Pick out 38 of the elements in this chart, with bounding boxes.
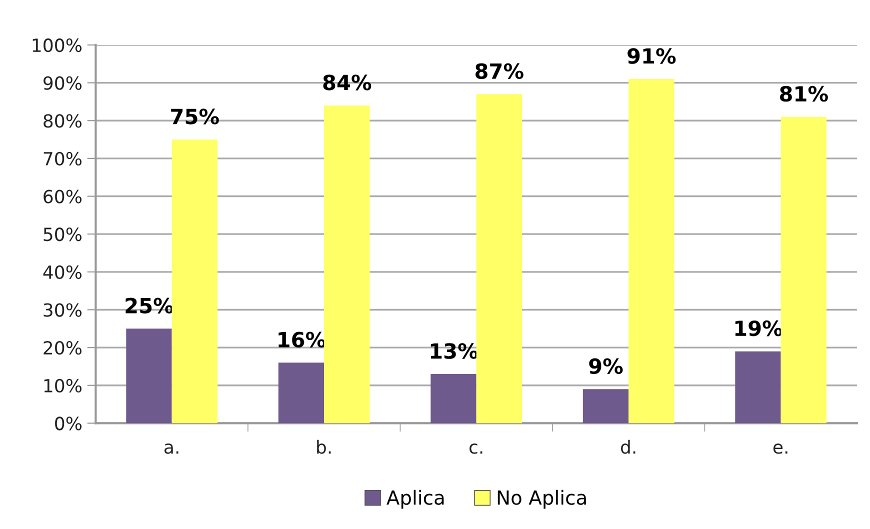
bar — [172, 140, 218, 424]
y-tick-label: 50% — [44, 228, 82, 242]
bar — [735, 351, 781, 424]
data-label: 19% — [735, 320, 782, 336]
x-tick-label: e. — [773, 443, 788, 454]
legend-label: No Aplica — [498, 490, 586, 509]
data-label: 81% — [780, 86, 828, 102]
y-tick-label: 20% — [44, 341, 82, 355]
y-tick-label: 80% — [44, 114, 82, 128]
y-tick-label: 10% — [44, 378, 82, 392]
x-tick-label: d. — [620, 440, 636, 454]
bar — [126, 328, 172, 424]
x-tick-label: b. — [317, 440, 331, 454]
bar — [476, 94, 522, 424]
data-label: 91% — [628, 48, 676, 64]
bar — [430, 374, 476, 424]
data-label: 25% — [126, 298, 174, 314]
data-label: 9% — [589, 358, 623, 374]
y-tick-label: 40% — [43, 265, 82, 280]
data-label: 75% — [171, 108, 219, 124]
y-tick-label: 70% — [44, 152, 82, 166]
y-tick-label: 0% — [55, 416, 82, 430]
x-tick-label: a. — [164, 443, 178, 454]
data-label: 84% — [323, 74, 372, 90]
data-label: 87% — [476, 63, 524, 79]
y-tick-label: 60% — [44, 190, 82, 204]
bar — [582, 389, 629, 424]
x-tick-label: c. — [469, 443, 482, 454]
data-label: 16% — [278, 332, 326, 348]
bar — [324, 105, 370, 424]
bar — [278, 362, 324, 424]
bar — [628, 79, 674, 424]
legend-label: Aplica — [386, 490, 444, 509]
y-tick-label: 100% — [32, 38, 82, 52]
y-tick-label: 30% — [44, 303, 82, 317]
bar — [780, 116, 826, 424]
data-label: 13% — [430, 343, 478, 359]
y-tick-label: 90% — [44, 76, 82, 90]
